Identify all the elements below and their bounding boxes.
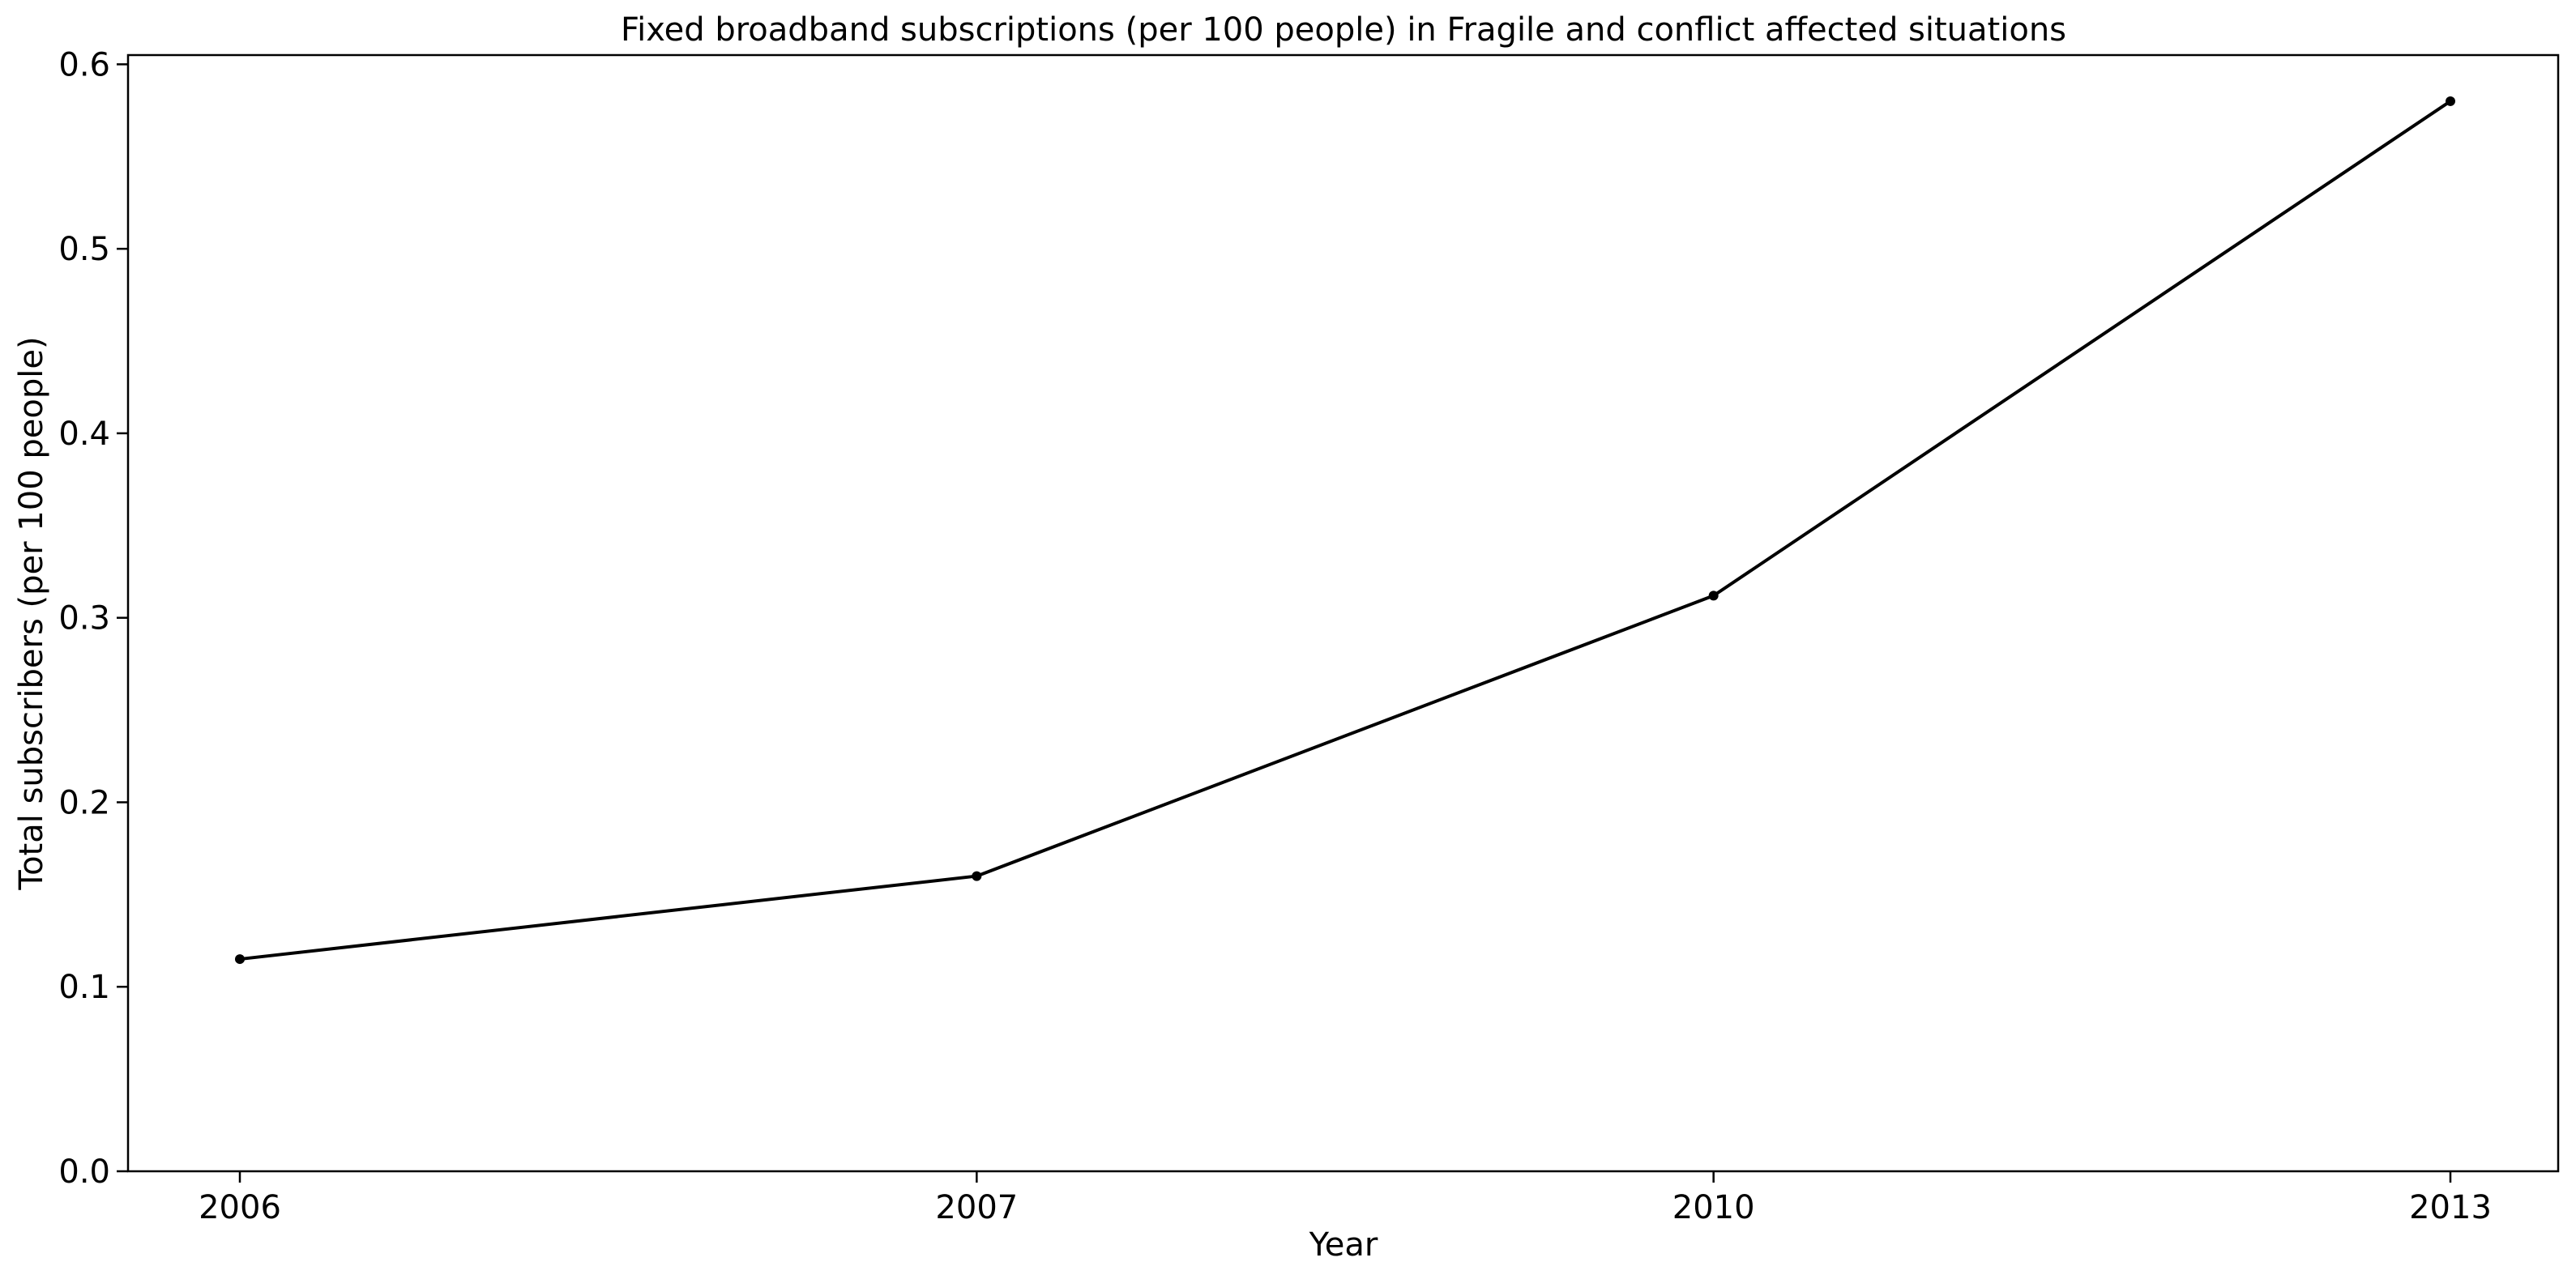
x-tick-label: 2007 xyxy=(935,1189,1018,1226)
data-point xyxy=(235,954,245,965)
x-tick-label: 2013 xyxy=(2409,1189,2492,1226)
x-tick-label: 2006 xyxy=(199,1189,281,1226)
y-tick-label: 0.3 xyxy=(58,600,110,637)
x-axis: 2006 2007 2010 2013 xyxy=(199,1171,2492,1226)
data-point xyxy=(972,871,982,881)
chart-title: Fixed broadband subscriptions (per 100 p… xyxy=(621,11,2066,49)
data-point xyxy=(2446,96,2455,106)
y-tick-label: 0.2 xyxy=(58,784,110,821)
data-point xyxy=(1708,590,1719,601)
y-axis-label: Total subscribers (per 100 people) xyxy=(13,336,50,890)
y-axis: 0.0 0.1 0.2 0.3 0.4 0.5 0.6 xyxy=(58,46,128,1191)
plot-area xyxy=(126,53,2560,1173)
x-axis-label: Year xyxy=(1309,1226,1378,1264)
y-tick-label: 0.6 xyxy=(58,46,110,83)
y-tick-label: 0.1 xyxy=(58,969,110,1006)
y-tick-label: 0.0 xyxy=(58,1153,110,1191)
y-tick-label: 0.4 xyxy=(58,416,110,453)
series-line xyxy=(238,99,2452,961)
series-group xyxy=(235,96,2455,965)
y-tick-label: 0.5 xyxy=(58,231,110,268)
x-tick-label: 2010 xyxy=(1672,1189,1755,1226)
